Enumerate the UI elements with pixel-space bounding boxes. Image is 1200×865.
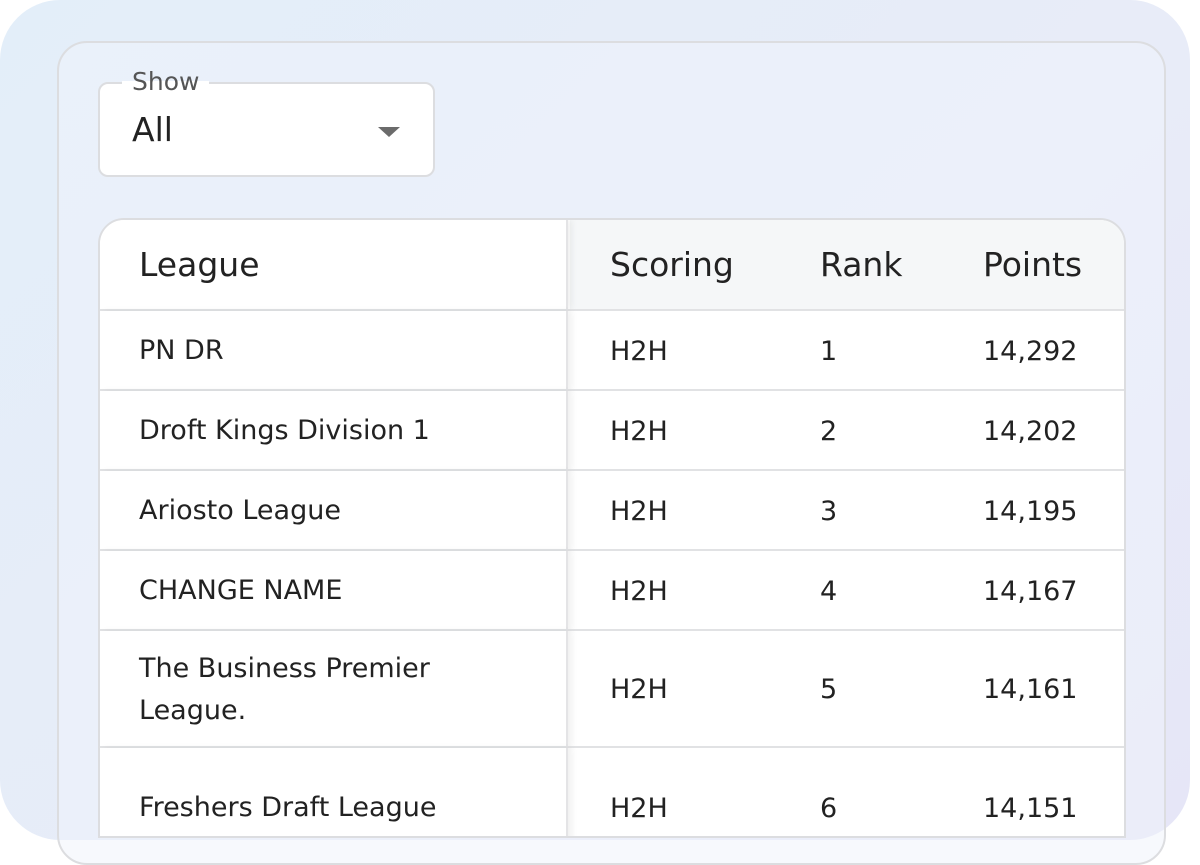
points-cell: 14,161 <box>983 674 1078 705</box>
rank-cell: 5 <box>820 674 838 705</box>
table-row[interactable]: Freshers Draft League H2H 6 14,151 <box>100 746 1124 836</box>
rank-cell: 3 <box>820 495 838 527</box>
column-header-rank[interactable]: Rank <box>820 245 903 284</box>
scoring-cell: H2H <box>610 792 668 824</box>
league-cell: The Business Premier League. <box>100 631 568 748</box>
league-cell: CHANGE NAME <box>100 551 568 631</box>
column-header-scoring[interactable]: Scoring <box>610 245 734 284</box>
show-filter-value: All <box>132 110 173 149</box>
points-cell: 14,292 <box>983 335 1078 367</box>
league-cell: PN DR <box>100 311 568 391</box>
league-cell: Freshers Draft League <box>100 748 568 836</box>
table-header: League Scoring Rank Points <box>100 220 1124 309</box>
rank-cell: 4 <box>820 575 838 607</box>
scoring-cell: H2H <box>610 674 668 705</box>
show-filter-select[interactable]: Show All <box>98 67 435 177</box>
points-cell: 14,151 <box>983 792 1078 824</box>
rank-cell: 2 <box>820 415 838 447</box>
points-cell: 14,167 <box>983 575 1078 607</box>
table-row[interactable]: Ariosto League H2H 3 14,195 <box>100 469 1124 551</box>
scoring-cell: H2H <box>610 415 668 447</box>
rank-cell: 1 <box>820 335 838 367</box>
table-row[interactable]: Droft Kings Division 1 H2H 2 14,202 <box>100 389 1124 471</box>
dropdown-caret-icon <box>378 127 400 137</box>
table-row[interactable]: CHANGE NAME H2H 4 14,167 <box>100 549 1124 631</box>
league-cell: Ariosto League <box>100 471 568 551</box>
table-row[interactable]: PN DR H2H 1 14,292 <box>100 309 1124 391</box>
column-header-league[interactable]: League <box>100 220 568 309</box>
column-header-points[interactable]: Points <box>983 245 1083 284</box>
scoring-cell: H2H <box>610 575 668 607</box>
scoring-cell: H2H <box>610 495 668 527</box>
league-cell: Droft Kings Division 1 <box>100 391 568 471</box>
points-cell: 14,202 <box>983 415 1078 447</box>
leagues-table: League Scoring Rank Points PN DR H2H 1 14,2… <box>98 218 1126 838</box>
table-row[interactable]: The Business Premier League. H2H 5 14,161 <box>100 629 1124 748</box>
points-cell: 14,195 <box>983 495 1078 527</box>
scoring-cell: H2H <box>610 335 668 367</box>
rank-cell: 6 <box>820 792 838 824</box>
show-filter-label: Show <box>122 67 210 96</box>
